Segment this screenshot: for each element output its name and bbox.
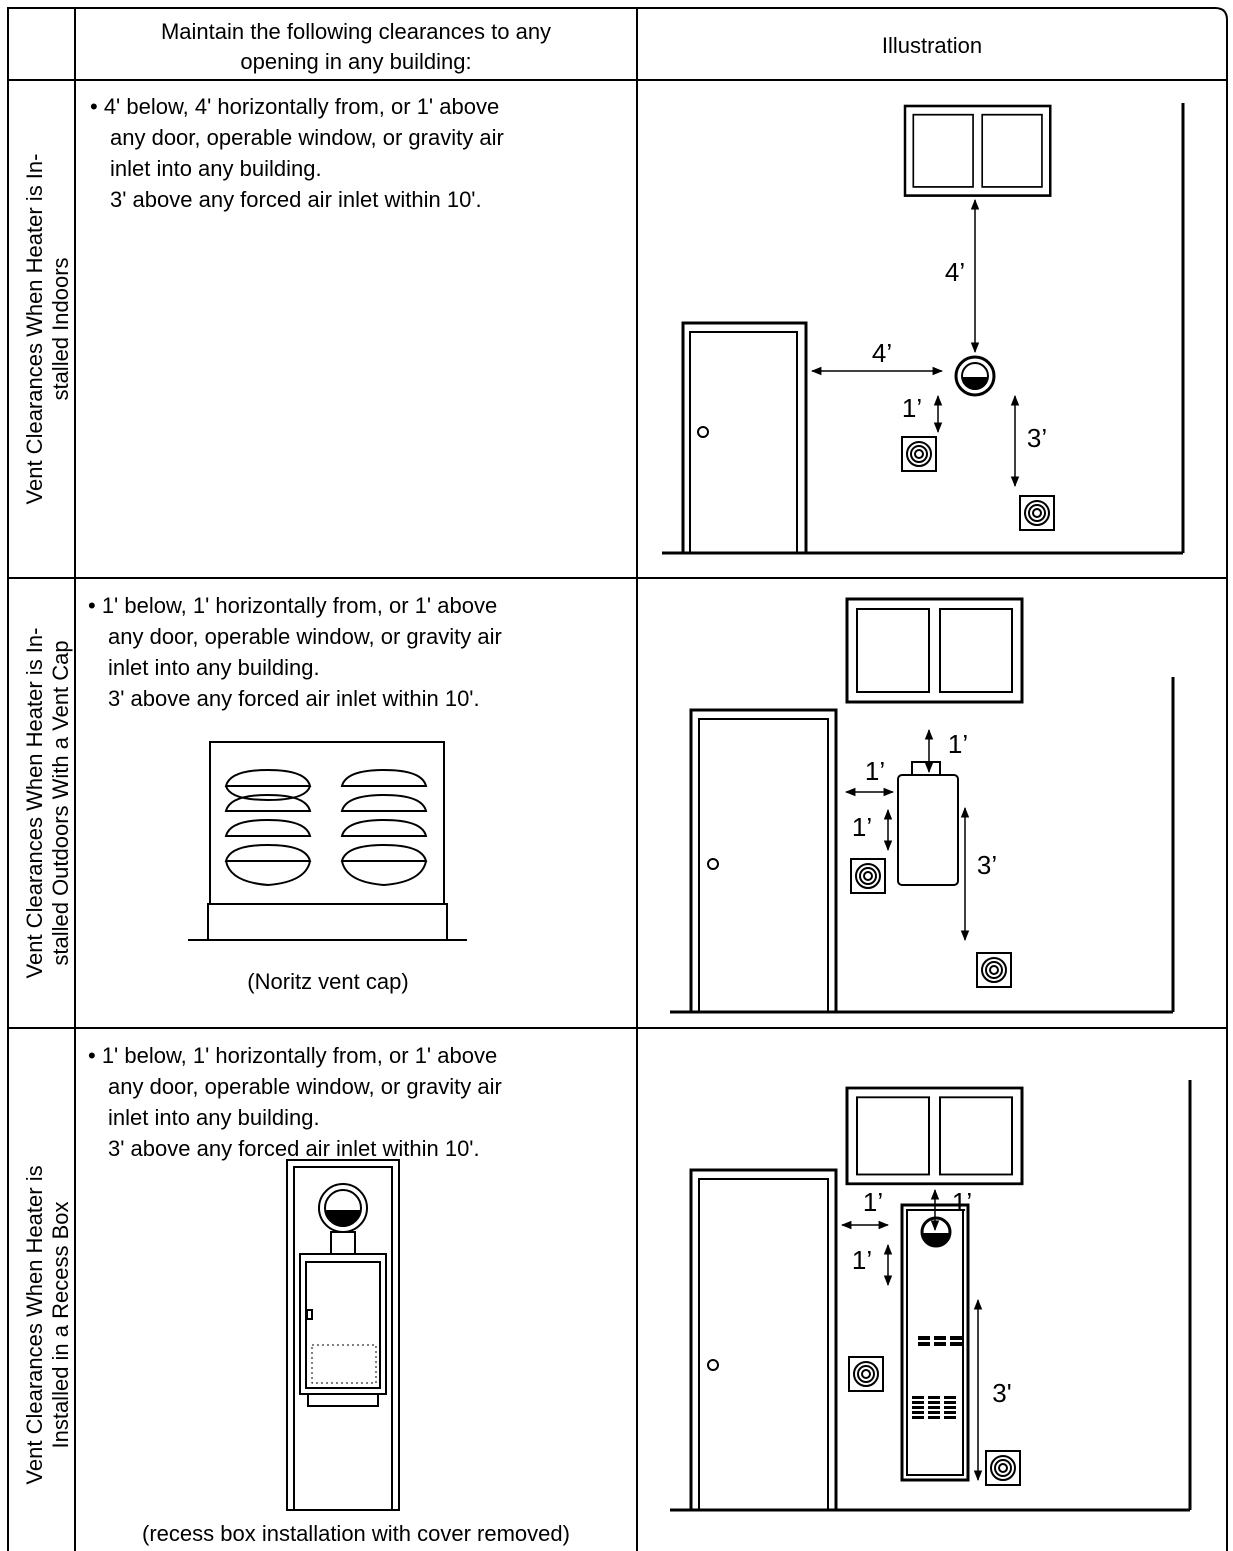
row-label: Vent Clearances When Heater is In- [22, 628, 47, 979]
illustration-outdoors [670, 597, 1175, 1014]
bullet-text: any door, operable window, or gravity ai… [108, 1074, 502, 1099]
bullet-text: 3' above any forced air inlet within 10'… [108, 686, 480, 711]
header-text: opening in any building: [240, 49, 471, 74]
dimension-label: 1’ [952, 1187, 972, 1217]
illustration-indoors [662, 103, 1185, 555]
bullet-text: • 1' below, 1' horizontally from, or 1' … [88, 593, 497, 618]
row-label: stalled Outdoors With a Vent Cap [48, 640, 73, 965]
row-label: stalled Indoors [48, 257, 73, 400]
bullet-text: 3' above any forced air inlet within 10'… [110, 187, 482, 212]
row-label: Vent Clearances When Heater is [22, 1165, 47, 1484]
dimension-label: 1’ [852, 1245, 872, 1275]
illustration-recess-box [670, 1080, 1192, 1512]
bullet-text: any door, operable window, or gravity ai… [110, 125, 504, 150]
dimension-label: 3’ [1027, 423, 1047, 453]
caption: (Noritz vent cap) [247, 969, 408, 994]
bullet-text: any door, operable window, or gravity ai… [108, 624, 502, 649]
dimension-label: 1’ [948, 729, 968, 759]
dimension-label: 3’ [977, 850, 997, 880]
dimension-label: 1’ [865, 756, 885, 786]
bullet-text: 3' above any forced air inlet within 10'… [108, 1136, 480, 1161]
bullet-text: • 4' below, 4' horizontally from, or 1' … [90, 94, 499, 119]
dimension-label: 3' [992, 1378, 1011, 1408]
dimension-label: 1’ [863, 1187, 883, 1217]
table-grid [7, 7, 1228, 1551]
bullet-text: inlet into any building. [108, 1105, 320, 1130]
row-label: Vent Clearances When Heater is In- [22, 154, 47, 505]
vent-cap-drawing [188, 741, 467, 941]
bullet-text: inlet into any building. [108, 655, 320, 680]
row-label: Installed in a Recess Box [48, 1201, 73, 1448]
recess-box-drawing [286, 1159, 400, 1511]
dimension-label: 4’ [872, 338, 892, 368]
caption: (recess box installation with cover remo… [142, 1521, 570, 1546]
dimension-label: 4’ [945, 257, 965, 287]
dimension-label: 1’ [902, 393, 922, 423]
bullet-text: inlet into any building. [110, 156, 322, 181]
dimension-label: 1’ [852, 812, 872, 842]
bullet-text: • 1' below, 1' horizontally from, or 1' … [88, 1043, 497, 1068]
header-text: Maintain the following clearances to any [161, 19, 551, 44]
header-text: Illustration [882, 33, 982, 58]
